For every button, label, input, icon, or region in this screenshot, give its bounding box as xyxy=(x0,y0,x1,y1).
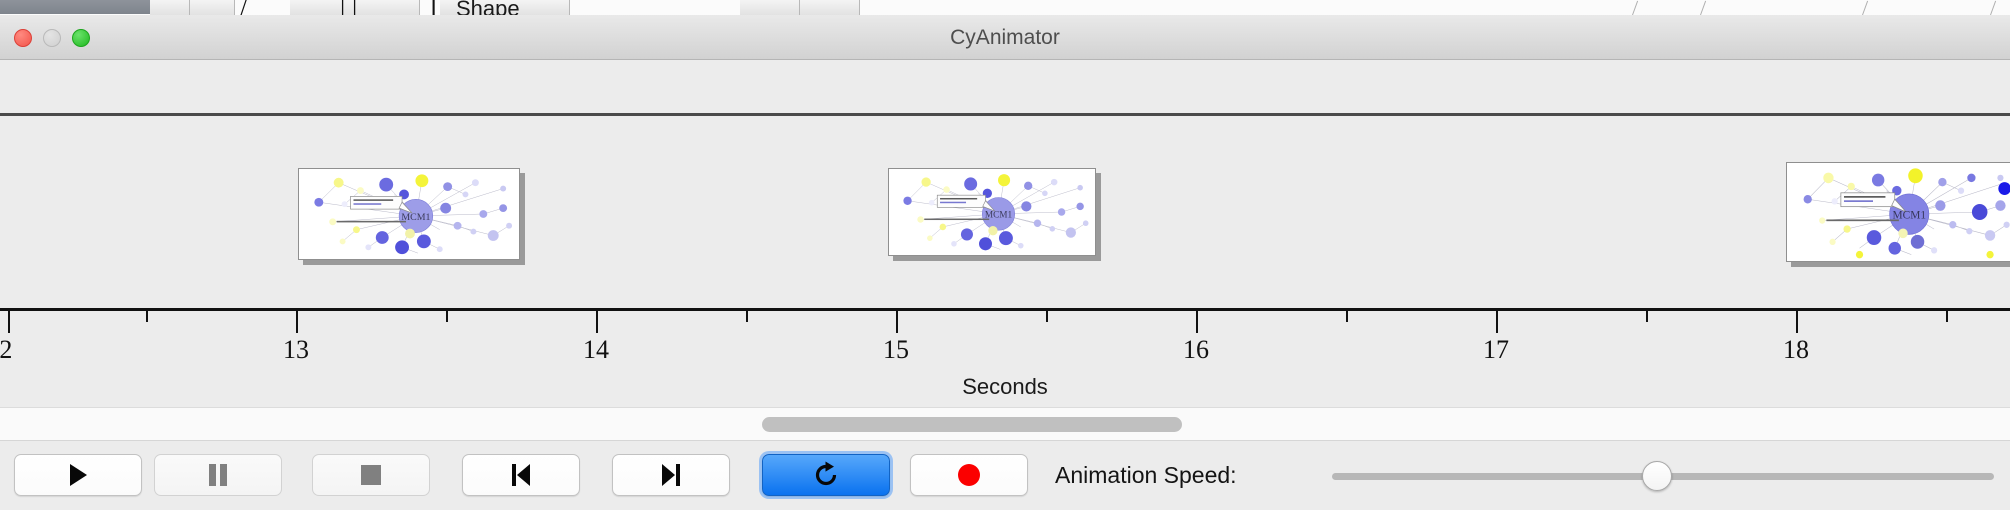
frame-thumbnail[interactable]: MCM1 xyxy=(888,168,1096,256)
background-tab xyxy=(150,0,190,15)
ruler-major-tick xyxy=(8,311,10,333)
minimize-button[interactable] xyxy=(43,29,61,47)
network-graph-preview: MCM1 xyxy=(314,174,513,255)
background-divider xyxy=(1700,0,1707,15)
frame-thumbnail[interactable]: MCM1 xyxy=(1786,162,2010,262)
pause-icon xyxy=(209,464,227,486)
ruler-minor-tick xyxy=(446,311,448,322)
background-divider xyxy=(1632,0,1639,15)
skip-to-end-button[interactable] xyxy=(612,454,730,496)
ruler-minor-tick xyxy=(1046,311,1048,322)
background-window-label: Shape xyxy=(456,0,520,15)
ruler-major-tick xyxy=(296,311,298,333)
ruler-tick-label: 12 xyxy=(0,335,13,364)
background-tab xyxy=(290,0,420,15)
skip-to-start-button[interactable] xyxy=(462,454,580,496)
ruler-minor-tick xyxy=(1346,311,1348,322)
ruler-tick-label: 13 xyxy=(283,335,309,364)
stop-icon xyxy=(361,465,381,485)
playback-toolbar: Animation Speed: xyxy=(0,440,2010,510)
background-tab xyxy=(740,0,800,15)
frame-toolbar: ✚ Clear All Frames xyxy=(0,60,2010,155)
skip-start-icon xyxy=(512,464,530,486)
timeline-axis-title: Seconds xyxy=(962,374,1048,399)
play-icon xyxy=(70,464,87,486)
frames-track[interactable]: MCM1 xyxy=(0,116,2010,308)
maximize-button[interactable] xyxy=(72,29,90,47)
ruler-baseline xyxy=(0,308,2010,311)
background-glyph-icon: / xyxy=(240,0,248,15)
ruler-tick-label: 16 xyxy=(1183,335,1209,364)
ruler-major-tick xyxy=(1796,311,1798,333)
play-button[interactable] xyxy=(14,454,142,496)
pause-button[interactable] xyxy=(154,454,282,496)
background-divider xyxy=(1862,0,1869,15)
ruler-tick-label: 14 xyxy=(583,335,609,364)
ruler-major-tick xyxy=(596,311,598,333)
background-dark-titlebar xyxy=(0,0,150,14)
record-button[interactable] xyxy=(910,454,1028,496)
animation-speed-slider[interactable] xyxy=(1332,454,1994,496)
ruler-tick-label: 15 xyxy=(883,335,909,364)
slider-thumb[interactable] xyxy=(1642,461,1672,491)
hub-node-label: MCM1 xyxy=(1892,209,1926,221)
timeline-ruler[interactable]: 12 13 14 15 16 17 18 xyxy=(0,308,2010,370)
window-controls xyxy=(14,29,90,47)
background-tab xyxy=(440,0,570,15)
ruler-major-tick xyxy=(1196,311,1198,333)
ruler-tick-label: 17 xyxy=(1483,335,1509,364)
background-tab xyxy=(800,0,860,15)
hub-node-label: MCM1 xyxy=(401,212,430,223)
background-glyph-icon: | xyxy=(352,0,358,15)
ruler-major-tick xyxy=(1496,311,1498,333)
background-tab xyxy=(190,0,235,15)
record-icon xyxy=(958,464,980,486)
background-glyph-icon: l xyxy=(430,0,438,15)
network-graph-preview: MCM1 xyxy=(903,174,1089,251)
timeline-scrollbar[interactable] xyxy=(0,407,2010,440)
ruler-minor-tick xyxy=(1946,311,1948,322)
frame-thumbnail[interactable]: MCM1 xyxy=(298,168,520,260)
close-button[interactable] xyxy=(14,29,32,47)
window-titlebar: CyAnimator xyxy=(0,15,2010,60)
background-windows-strip: / | | l Shape xyxy=(0,0,2010,15)
ruler-minor-tick xyxy=(146,311,148,322)
animation-speed-label: Animation Speed: xyxy=(1055,462,1237,488)
ruler-tick-label: 18 xyxy=(1783,335,1809,364)
window-title: CyAnimator xyxy=(950,26,1060,49)
stop-button[interactable] xyxy=(312,454,430,496)
background-divider xyxy=(1990,0,1997,15)
loop-icon xyxy=(815,461,837,486)
timeline-scrollbar-thumb[interactable] xyxy=(762,417,1182,432)
background-glyph-icon: | xyxy=(340,0,346,15)
network-graph-preview: MCM1 xyxy=(1803,168,2010,259)
ruler-major-tick xyxy=(896,311,898,333)
ruler-minor-tick xyxy=(1646,311,1648,322)
skip-end-icon xyxy=(662,464,680,486)
ruler-minor-tick xyxy=(746,311,748,322)
hub-node-label: MCM1 xyxy=(985,211,1013,221)
timeline-panel: MCM1 xyxy=(0,113,2010,407)
loop-button[interactable] xyxy=(762,454,890,496)
